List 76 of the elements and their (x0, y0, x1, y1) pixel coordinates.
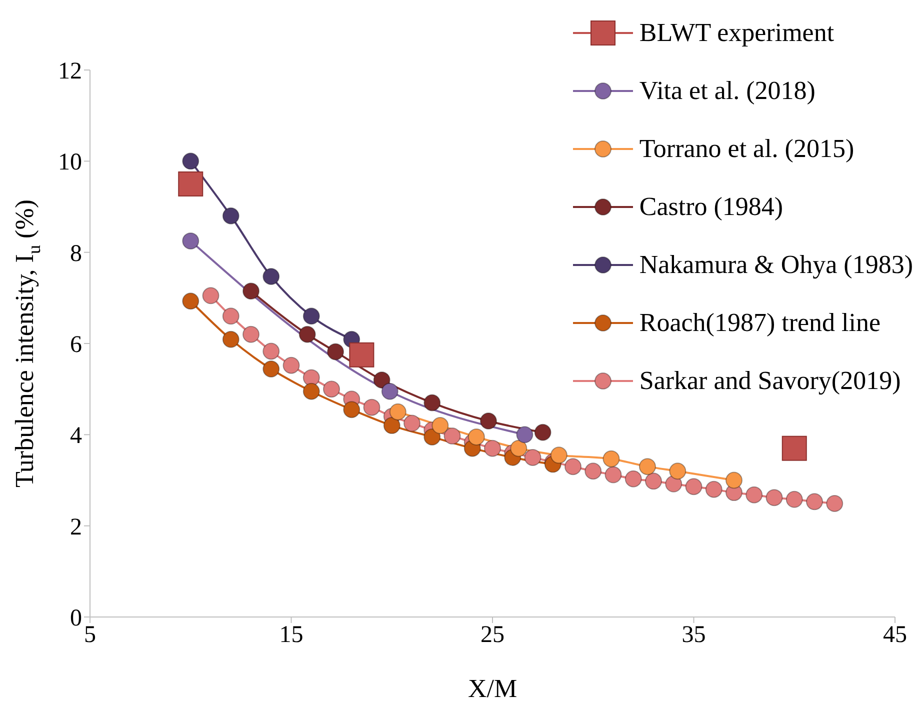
point (746, 486, 763, 504)
legend-label: Vita et al. (2018) (639, 76, 816, 106)
point (826, 494, 844, 512)
x-tick-label: 5 (84, 622, 96, 648)
point (182, 232, 200, 250)
x-tick-label: 25 (480, 622, 504, 648)
point (222, 207, 240, 224)
point (373, 371, 390, 388)
legend-label: Castro (1984) (639, 192, 784, 222)
point (524, 448, 542, 466)
point (222, 330, 240, 348)
point (298, 326, 316, 343)
point (327, 343, 344, 360)
point (424, 394, 441, 412)
point (282, 356, 300, 374)
y-tick-label: 0 (70, 606, 82, 632)
point (202, 287, 220, 304)
point (404, 414, 420, 432)
point (262, 342, 280, 360)
legend-label: BLWT experiment (639, 18, 834, 48)
point (602, 450, 620, 468)
x-axis-title: X/M (468, 674, 518, 703)
point (480, 412, 497, 430)
point (389, 403, 406, 420)
point (534, 424, 552, 441)
point (584, 462, 602, 480)
legend-label: Torrano et al. (2015) (639, 134, 854, 164)
legend-label: Nakamura & Ohya (1983) (639, 250, 913, 280)
point (669, 462, 686, 480)
x-tick-label: 45 (883, 622, 907, 648)
point (444, 428, 461, 445)
point (766, 489, 783, 506)
point (726, 472, 742, 489)
point (564, 458, 582, 476)
point (484, 440, 501, 457)
point (182, 292, 200, 310)
point (323, 380, 340, 398)
point (432, 417, 449, 434)
point (685, 478, 702, 496)
y-tick-label: 6 (70, 332, 82, 358)
y-tick-label: 12 (58, 58, 82, 85)
point (381, 382, 398, 400)
point (349, 342, 374, 368)
point (383, 417, 400, 434)
point (638, 458, 656, 476)
y-tick-label: 10 (58, 150, 82, 176)
legend-label: Roach(1987) trend line (639, 308, 881, 338)
point (222, 308, 240, 325)
point (363, 398, 380, 416)
point (262, 268, 280, 285)
point (302, 308, 320, 325)
point (645, 472, 662, 490)
x-tick-label: 35 (682, 622, 706, 648)
point (302, 369, 320, 386)
y-tick-label: 2 (70, 514, 82, 540)
x-tick-label: 15 (279, 622, 304, 648)
point (178, 171, 204, 196)
point (604, 466, 622, 484)
point (424, 428, 441, 446)
point (242, 326, 260, 343)
point (550, 446, 568, 464)
point (782, 436, 807, 461)
point (516, 426, 534, 444)
point (468, 428, 485, 446)
legend-label: Sarkar and Savory(2019) (639, 366, 901, 396)
y-tick-label: 8 (70, 240, 82, 267)
point (705, 480, 722, 498)
point (806, 493, 823, 510)
point (343, 401, 360, 418)
point (624, 470, 642, 488)
point (182, 152, 200, 170)
point (262, 360, 280, 378)
point (302, 382, 320, 400)
y-tick-label: 4 (70, 423, 82, 450)
point (242, 282, 260, 300)
point (786, 490, 803, 508)
